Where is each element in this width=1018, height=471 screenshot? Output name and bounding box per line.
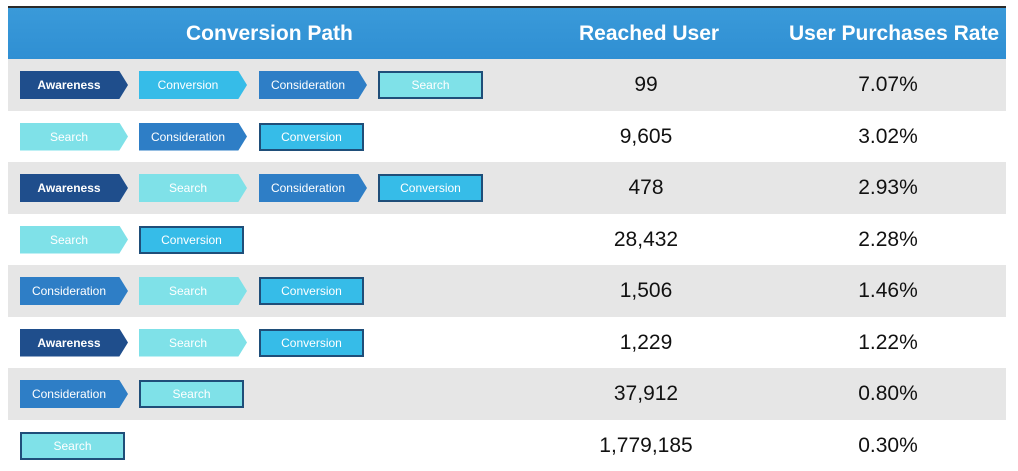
table-row: Consideration Search 37,912 0.80%: [8, 368, 1006, 420]
path-step-consideration: Consideration: [259, 71, 367, 99]
purchase-rate-value: 3.02%: [788, 111, 988, 163]
purchase-rate-value: 2.28%: [788, 214, 988, 266]
path-step-search: Search: [378, 71, 483, 99]
table-row: Search 1,779,185 0.30%: [8, 420, 1006, 471]
path-step-consideration: Consideration: [20, 380, 128, 408]
table-header: Conversion Path Reached User User Purcha…: [8, 6, 1006, 59]
path-step-conversion: Conversion: [139, 71, 247, 99]
path-step-search: Search: [20, 432, 125, 460]
path-step-search: Search: [139, 329, 247, 357]
path-step-conversion: Conversion: [378, 174, 483, 202]
table-row: Search Conversion 28,432 2.28%: [8, 214, 1006, 266]
path-step-conversion: Conversion: [259, 329, 364, 357]
reached-user-value: 28,432: [546, 214, 746, 266]
path-step-search: Search: [20, 123, 128, 151]
reached-user-value: 9,605: [546, 111, 746, 163]
path-step-search: Search: [20, 226, 128, 254]
reached-user-value: 99: [546, 59, 746, 111]
header-conversion-path: Conversion Path: [186, 8, 353, 59]
header-reached-user: Reached User: [579, 8, 719, 59]
purchase-rate-value: 0.30%: [788, 420, 988, 471]
path-step-search: Search: [139, 277, 247, 305]
path-step-search: Search: [139, 174, 247, 202]
reached-user-value: 37,912: [546, 368, 746, 420]
table-body: Awareness Conversion Consideration Search 99…: [8, 59, 1006, 471]
purchase-rate-value: 1.22%: [788, 317, 988, 369]
path-step-consideration: Consideration: [20, 277, 128, 305]
purchase-rate-value: 0.80%: [788, 368, 988, 420]
conversion-path-table: Conversion Path Reached User User Purcha…: [8, 6, 1006, 471]
reached-user-value: 1,229: [546, 317, 746, 369]
path-step-conversion: Conversion: [139, 226, 244, 254]
path-step-conversion: Conversion: [259, 123, 364, 151]
path-step-conversion: Conversion: [259, 277, 364, 305]
table-row: Consideration Search Conversion 1,506 1.46%: [8, 265, 1006, 317]
reached-user-value: 1,779,185: [546, 420, 746, 471]
path-step-awareness: Awareness: [20, 174, 128, 202]
path-step-consideration: Consideration: [259, 174, 367, 202]
purchase-rate-value: 2.93%: [788, 162, 988, 214]
reached-user-value: 478: [546, 162, 746, 214]
header-user-purchases-rate: User Purchases Rate: [789, 8, 999, 59]
table-row: Awareness Search Consideration Conversion 47…: [8, 162, 1006, 214]
table-row: Awareness Conversion Consideration Search 99…: [8, 59, 1006, 111]
table-row: Awareness Search Conversion 1,229 1.22%: [8, 317, 1006, 369]
path-step-search: Search: [139, 380, 244, 408]
table-row: Search Consideration Conversion 9,605 3.02%: [8, 111, 1006, 163]
path-step-awareness: Awareness: [20, 71, 128, 99]
purchase-rate-value: 7.07%: [788, 59, 988, 111]
reached-user-value: 1,506: [546, 265, 746, 317]
purchase-rate-value: 1.46%: [788, 265, 988, 317]
path-step-awareness: Awareness: [20, 329, 128, 357]
path-step-consideration: Consideration: [139, 123, 247, 151]
